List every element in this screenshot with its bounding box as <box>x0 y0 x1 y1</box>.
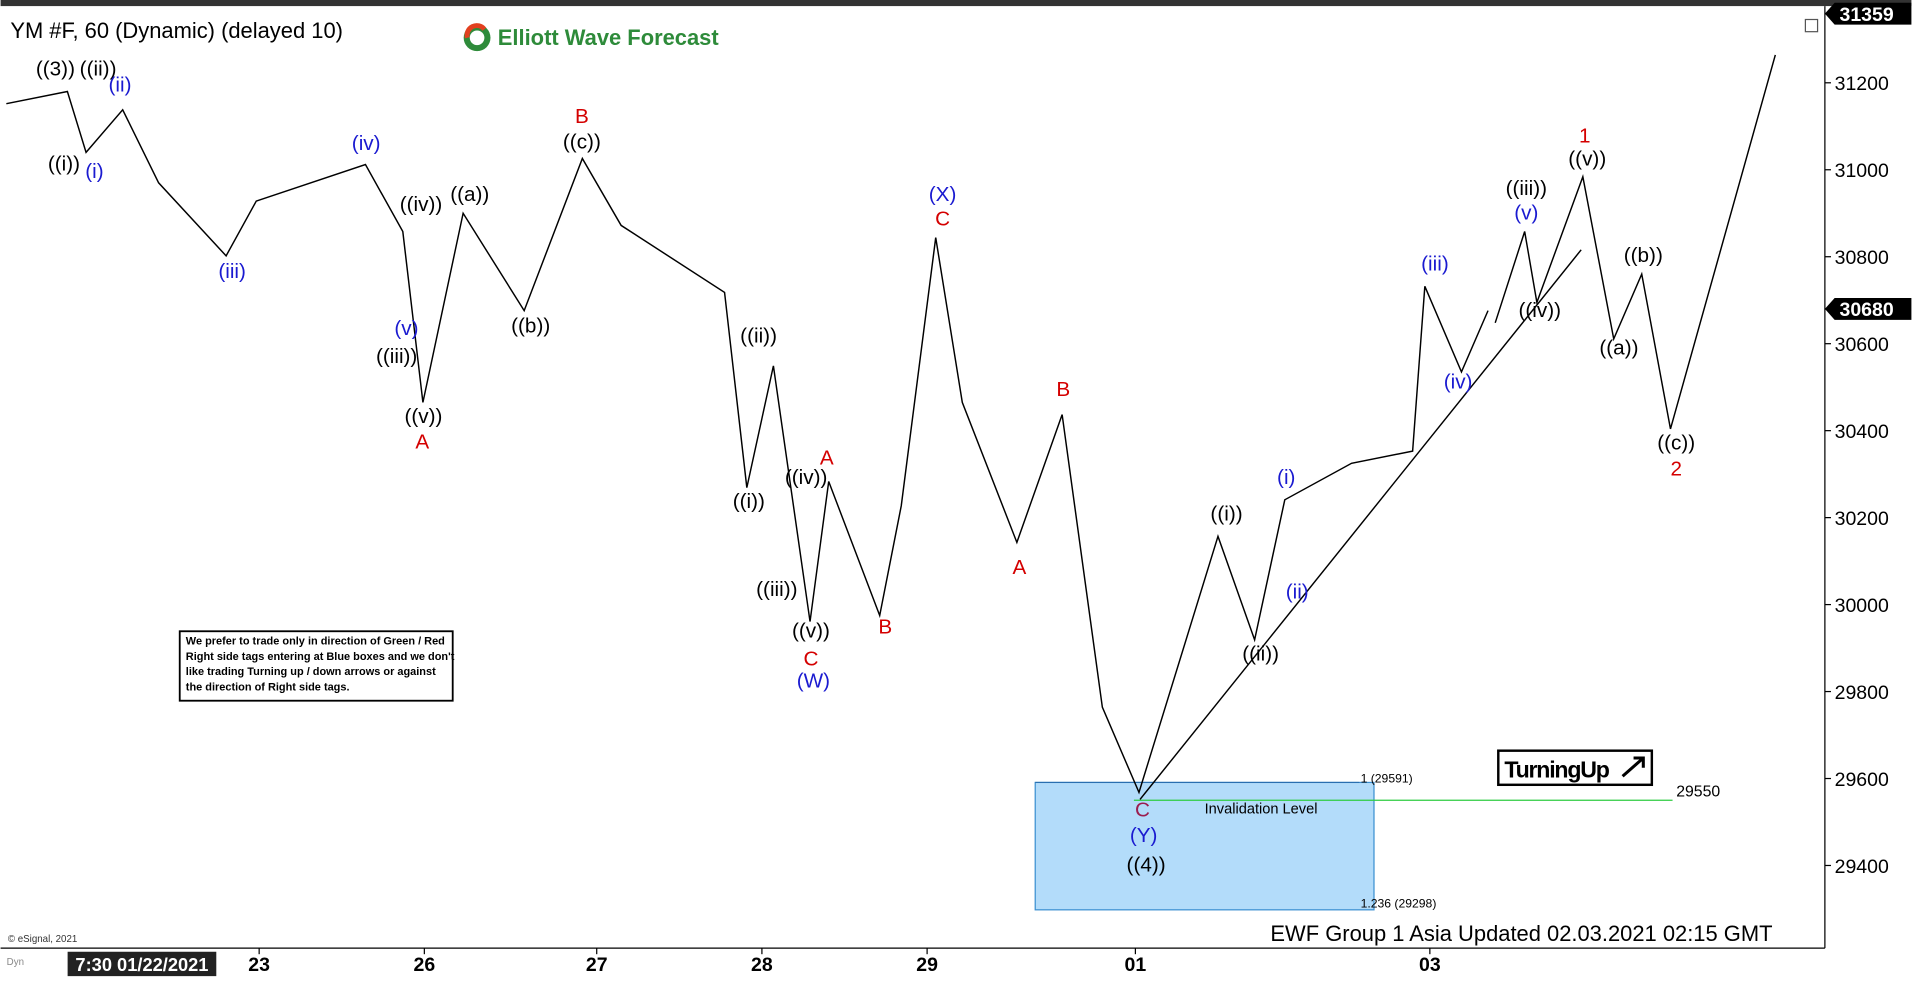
wave-label: ((v)) <box>1568 148 1606 171</box>
y-tick-label: 30200 <box>1835 508 1889 530</box>
wave-label: A <box>415 430 429 453</box>
note-line: like trading Turning up / down arrows or… <box>186 666 436 678</box>
trend-line <box>1139 249 1582 800</box>
wave-label: ((iv)) <box>785 466 828 489</box>
x-tick-label: 03 <box>1419 954 1441 976</box>
wave-label: ((v)) <box>792 619 830 642</box>
wave-label: (Y) <box>1130 824 1158 847</box>
window-icon[interactable] <box>1804 18 1819 33</box>
x-tick-label: 28 <box>751 954 773 976</box>
wave-label: B <box>575 105 589 128</box>
wave-label: ((4)) <box>1127 853 1166 876</box>
wave-label: B <box>1056 378 1070 401</box>
x-tick-label: 01 <box>1125 954 1147 976</box>
wave-label: ((a)) <box>1599 337 1638 360</box>
wave-label: (iii) <box>1421 253 1449 276</box>
y-tick-label: 29400 <box>1835 856 1889 878</box>
copyright: © eSignal, 2021 <box>8 934 77 945</box>
wave-label: 2 <box>1670 457 1682 480</box>
wave-label: ((iii)) <box>376 345 417 368</box>
x-tick-label: 23 <box>248 954 270 976</box>
box-top-label: 1 (29591) <box>1361 771 1413 785</box>
wave-label: (iii) <box>218 260 246 283</box>
wave-label: A <box>1012 556 1026 579</box>
y-tick-label: 30600 <box>1835 334 1889 356</box>
y-tick-label: 30800 <box>1835 247 1889 269</box>
price-label: 31359 <box>1840 4 1894 26</box>
turning-up-badge: TurningUp <box>1497 749 1654 787</box>
wave-label: C <box>804 647 819 670</box>
wave-label: ((i)) <box>733 490 765 513</box>
wave-label: C <box>935 207 950 230</box>
wave-label: ((a)) <box>450 183 489 206</box>
note-box <box>178 630 454 702</box>
wave-label: (i) <box>85 160 103 183</box>
wave-label: ((c)) <box>563 131 601 154</box>
wave-label: ((ii)) <box>740 324 777 347</box>
wave-label: ((c)) <box>1657 432 1695 455</box>
wave-label: (X) <box>929 183 957 206</box>
note-line: the direction of Right side tags. <box>186 681 350 693</box>
wave-label: (iv) <box>1444 371 1473 394</box>
top-border <box>0 0 1912 7</box>
wave-label: ((3)) <box>36 58 75 81</box>
wave-label: ((ii)) <box>1242 642 1279 665</box>
wave-label: (i) <box>1277 466 1295 489</box>
corner-label: Dyn <box>7 957 24 968</box>
target-box <box>1034 781 1375 911</box>
wave-label: (W) <box>797 669 830 692</box>
y-tick-label: 31000 <box>1835 160 1889 182</box>
y-tick-label: 29600 <box>1835 769 1889 791</box>
y-tick-label: 30400 <box>1835 421 1889 443</box>
wave-label: (ii) <box>1286 580 1309 603</box>
brand-name: Elliott Wave Forecast <box>498 25 720 50</box>
x-tick-label: 27 <box>586 954 608 976</box>
wave-label: ((b)) <box>511 315 550 338</box>
footer: EWF Group 1 Asia Updated 02.03.2021 02:1… <box>1270 921 1772 946</box>
wave-label: 1 <box>1579 125 1591 148</box>
y-tick-label: 30000 <box>1835 595 1889 617</box>
badge-text: TurningUp <box>1504 756 1609 782</box>
wave-label: (iv) <box>352 132 381 155</box>
box-bottom-label: 1.236 (29298) <box>1361 896 1437 910</box>
note: We prefer to trade only in direction of … <box>186 636 455 694</box>
price-label: 30680 <box>1840 299 1894 321</box>
wave-label: ((iii)) <box>1506 177 1547 200</box>
wave-label: (v) <box>394 317 418 340</box>
wave-label: ((i)) <box>1210 502 1242 525</box>
cursor-time-box <box>67 951 217 977</box>
wave-label: ((ii)) <box>80 58 117 81</box>
price-line <box>6 90 1489 795</box>
wave-label: B <box>878 616 892 639</box>
wave-label: ((v)) <box>404 405 442 428</box>
price-marker <box>1824 297 1912 320</box>
brand-logo <box>463 23 491 52</box>
y-tick-label: 29800 <box>1835 682 1889 704</box>
wave-label: ((iii)) <box>756 578 797 601</box>
wave-label: ((iv)) <box>1518 299 1561 322</box>
chart-title: YM #F, 60 (Dynamic) (delayed 10) <box>10 18 343 43</box>
x-tick-label: 29 <box>916 954 938 976</box>
note-line: Right side tags entering at Blue boxes a… <box>186 651 455 663</box>
wave-label: ((b)) <box>1624 244 1663 267</box>
cursor-time: 7:30 01/22/2021 <box>75 954 208 975</box>
y-tick-label: 31200 <box>1835 73 1889 95</box>
wave-label: (ii) <box>109 73 132 96</box>
projection-line <box>1494 54 1777 430</box>
price-marker <box>1824 2 1912 25</box>
wave-label: A <box>820 446 834 469</box>
note-line: We prefer to trade only in direction of … <box>186 636 445 648</box>
wave-label: (v) <box>1514 201 1538 224</box>
invalidation-text: Invalidation Level <box>1205 802 1318 818</box>
x-tick-label: 26 <box>414 954 436 976</box>
invalidation-value: 29550 <box>1676 784 1720 801</box>
wave-label: C <box>1135 798 1150 821</box>
wave-label: ((iv)) <box>400 193 443 216</box>
wave-label: ((i)) <box>48 153 80 176</box>
